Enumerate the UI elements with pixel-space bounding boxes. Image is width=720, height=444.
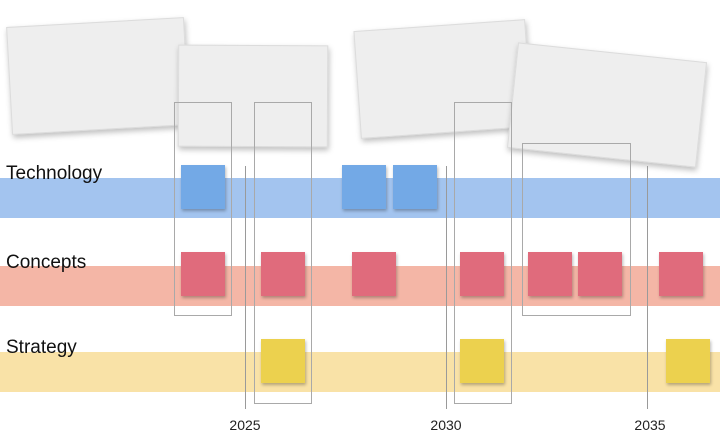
strategy-lane-band [0, 352, 720, 392]
concepts-sticky-note[interactable] [659, 252, 703, 296]
concepts-sticky-note[interactable] [352, 252, 396, 296]
group-frame[interactable] [454, 102, 512, 404]
group-frame[interactable] [522, 143, 631, 316]
blank-card[interactable] [6, 17, 190, 135]
technology-sticky-note[interactable] [181, 165, 225, 209]
concepts-sticky-note[interactable] [181, 252, 225, 296]
technology-sticky-note[interactable] [342, 165, 386, 209]
year-divider-2025 [245, 166, 246, 409]
year-label-2035: 2035 [634, 417, 666, 433]
concepts-lane-label: Concepts [6, 252, 87, 273]
year-label-2025: 2025 [229, 417, 261, 433]
strategy-sticky-note[interactable] [261, 339, 305, 383]
concepts-sticky-note[interactable] [460, 252, 504, 296]
group-frame[interactable] [254, 102, 312, 404]
strategy-sticky-note[interactable] [460, 339, 504, 383]
technology-lane-label: Technology [6, 163, 103, 184]
year-divider-2030 [446, 166, 447, 409]
concepts-sticky-note[interactable] [528, 252, 572, 296]
strategy-lane-label: Strategy [6, 337, 77, 358]
group-frame[interactable] [174, 102, 232, 316]
concepts-sticky-note[interactable] [578, 252, 622, 296]
year-divider-2035 [647, 166, 648, 409]
technology-sticky-note[interactable] [393, 165, 437, 209]
year-label-2030: 2030 [430, 417, 462, 433]
strategy-sticky-note[interactable] [666, 339, 710, 383]
concepts-sticky-note[interactable] [261, 252, 305, 296]
